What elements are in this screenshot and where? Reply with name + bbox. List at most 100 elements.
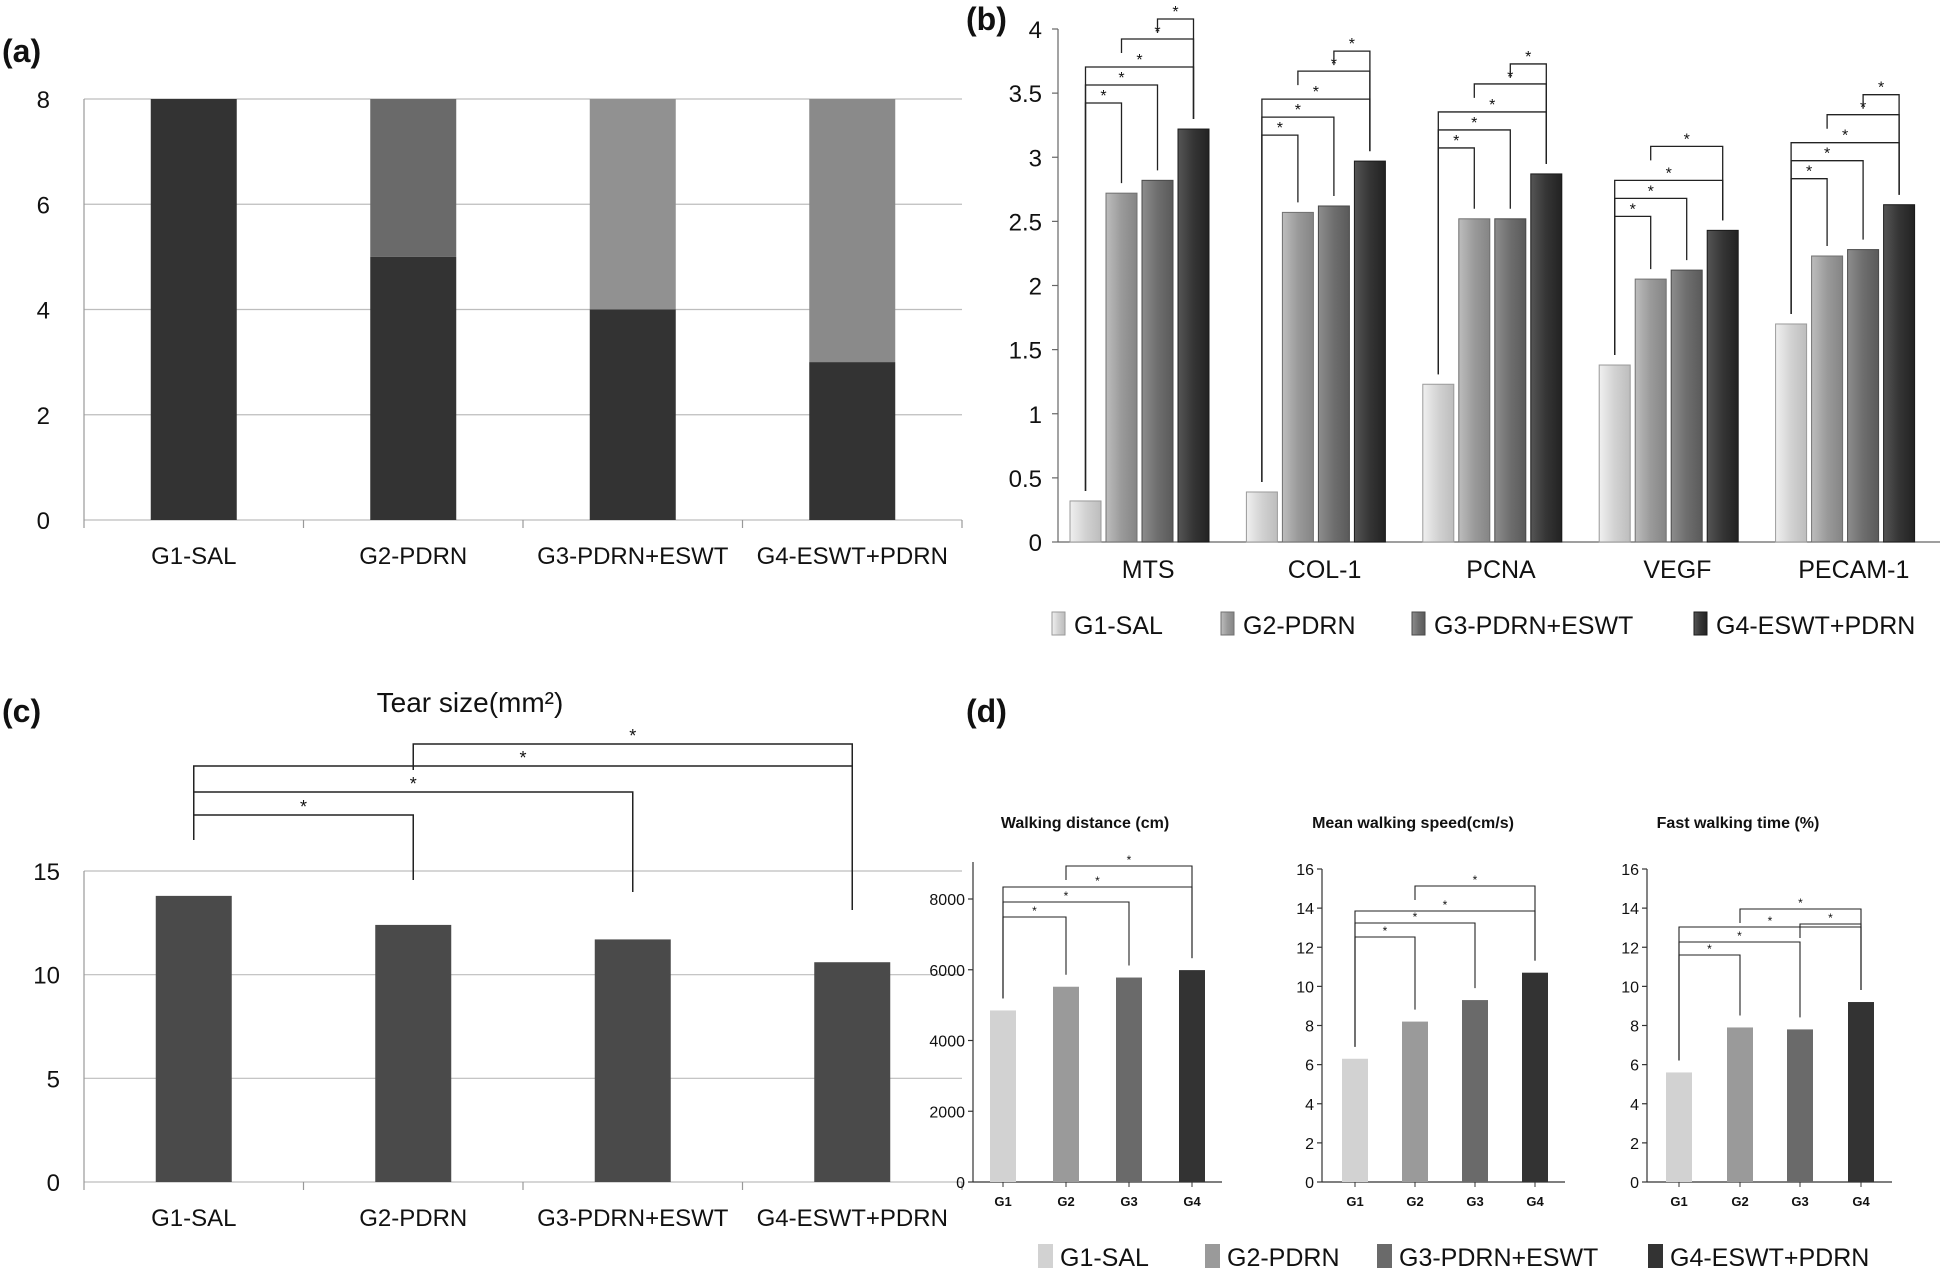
panel-d-ytick-0-0: 0 — [956, 1175, 965, 1192]
panel-d-legend-swatch-2 — [1377, 1244, 1392, 1268]
panel-b-bar-3-0 — [1598, 364, 1631, 543]
panel-b-bar-2-2 — [1494, 218, 1527, 543]
panel-d-sig-bracket-0-0-star: * — [1032, 904, 1037, 918]
panel-c-sig-bracket-2-star: * — [519, 748, 526, 768]
panel-d-bar-1-0 — [1342, 1058, 1368, 1182]
panel-a-chart: 0 2 4 6 8 G1-SAL G2-PDRN G3-PDRN+ESWT G4-ESWT+PD… — [37, 87, 963, 570]
panel-d-xlabel-2-1: G2 — [1731, 1194, 1748, 1209]
panel-d-bar-2-1 — [1727, 1027, 1753, 1182]
panel-a-xlabel-2: G3-PDRN+ESWT — [537, 543, 729, 570]
panel-d-xlabel-0-0: G1 — [994, 1194, 1011, 1209]
panel-d-xlabel-2-2: G3 — [1791, 1194, 1808, 1209]
panel-b-label: (b) — [966, 1, 1007, 37]
panel-d-ytick-1-3: 6 — [1305, 1058, 1314, 1075]
panel-b-ytick-8: 4 — [1029, 17, 1042, 44]
panel-d-bar-0-3 — [1179, 970, 1205, 1182]
panel-d-ytick-2-5: 10 — [1621, 979, 1639, 996]
panel-b-legend-swatch-2 — [1411, 611, 1426, 636]
panel-d-legend-swatch-0 — [1038, 1244, 1053, 1268]
panel-d-xlabel-2-3: G4 — [1852, 1194, 1870, 1209]
panel-d-ytick-1-1: 2 — [1305, 1136, 1314, 1153]
panel-b-legend-label-2: G3-PDRN+ESWT — [1434, 612, 1633, 640]
panel-d-xlabel-1-3: G4 — [1526, 1194, 1544, 1209]
panel-b-bar-3-1 — [1634, 278, 1667, 543]
panel-c-ytick-0: 0 — [47, 1170, 60, 1197]
panel-b-bar-2-3 — [1530, 173, 1563, 543]
panel-b-sig-bracket-1-2 — [1261, 98, 1371, 482]
panel-b-ytick-6: 3 — [1029, 145, 1042, 172]
panel-b-sig-bracket-4-4-star: * — [1878, 80, 1884, 97]
panel-a-xlabel-0: G1-SAL — [151, 543, 236, 570]
panel-b-sig-bracket-4-2-star: * — [1842, 128, 1848, 145]
panel-b-ytick-7: 3.5 — [1009, 81, 1042, 108]
panel-b-bar-2-1 — [1458, 218, 1491, 543]
panel-b-sig-bracket-3-1-star: * — [1648, 183, 1654, 200]
panel-d-legend-swatch-3 — [1648, 1244, 1663, 1268]
panel-b-sig-bracket-0-4-star: * — [1172, 4, 1178, 21]
panel-b-bar-4-2 — [1847, 249, 1880, 543]
panel-d-ytick-1-5: 10 — [1296, 979, 1314, 996]
panel-b-bar-0-2 — [1141, 179, 1174, 543]
panel-c-ytick-1: 5 — [47, 1066, 60, 1093]
panel-d-sig-bracket-1-1-star: * — [1413, 910, 1418, 924]
panel-b-bar-2-0 — [1422, 383, 1455, 543]
panel-b-ytick-2: 1 — [1029, 402, 1042, 429]
panel-b-sig-bracket-4-1-star: * — [1824, 146, 1830, 163]
panel-d-bar-0-0 — [990, 1010, 1016, 1182]
panel-b-bar-3-2 — [1670, 269, 1703, 543]
panel-d-sig-bracket-0-3-star: * — [1127, 853, 1132, 867]
panel-d-bar-1-2 — [1462, 1000, 1488, 1182]
panel-b-chart: 0 0.5 1 1.5 2 2.5 3 3.5 4 MTS * * * * * COL-1 * * * * * PCNA *… — [1009, 4, 1940, 640]
panel-b-sig-bracket-3-2-star: * — [1666, 165, 1672, 182]
panel-b-sig-bracket-0-1-star: * — [1118, 70, 1124, 87]
panel-d-ytick-0-2: 4000 — [929, 1034, 965, 1051]
panel-a-bar-lower-2 — [589, 309, 676, 520]
panel-d-legend-swatch-1 — [1205, 1244, 1220, 1268]
panel-d-sig-bracket-0-3 — [1065, 865, 1193, 959]
panel-d-bar-0-2 — [1116, 977, 1142, 1182]
panel-d-chart: Walking distance (cm) Mean walking speed… — [929, 815, 1892, 1272]
panel-d-sig-bracket-2-3-star: * — [1798, 896, 1803, 910]
panel-b-legend-label-3: G4-ESWT+PDRN — [1716, 612, 1915, 640]
panel-b-xlabel-0: MTS — [1122, 556, 1175, 584]
panel-d-xlabel-0-2: G3 — [1120, 1194, 1137, 1209]
panel-b-bar-0-0 — [1069, 500, 1102, 543]
panel-d-ytick-2-6: 12 — [1621, 940, 1639, 957]
panel-d-xlabel-0-1: G2 — [1057, 1194, 1074, 1209]
panel-d-xlabel-1-0: G1 — [1346, 1194, 1363, 1209]
panel-b-bar-4-0 — [1775, 323, 1808, 543]
panel-d-ytick-1-6: 12 — [1296, 940, 1314, 957]
panel-b-bar-1-3 — [1353, 160, 1386, 543]
panel-b-legend-label-0: G1-SAL — [1074, 612, 1163, 640]
panel-b-bar-0-1 — [1105, 192, 1138, 543]
panel-a-ytick-4: 8 — [37, 87, 50, 114]
panel-c-sig-bracket-3 — [412, 743, 853, 770]
panel-c-bar-2 — [594, 939, 671, 1182]
panel-d-ytick-0-1: 2000 — [929, 1104, 965, 1121]
panel-b-bar-3-3 — [1706, 229, 1739, 543]
panel-a-bar-lower-3 — [809, 362, 896, 520]
panel-d-xlabel-1-2: G3 — [1466, 1194, 1483, 1209]
panel-b-ytick-1: 0.5 — [1009, 466, 1042, 493]
panel-b-ytick-0: 0 — [1029, 530, 1042, 557]
panel-b-sig-bracket-2-1-star: * — [1471, 115, 1477, 132]
panel-b-sig-bracket-1-0-star: * — [1277, 120, 1283, 137]
panel-d-sig-bracket-0-2-star: * — [1095, 874, 1100, 888]
panel-d-title-3: Fast walking time (%) — [1657, 815, 1820, 832]
panel-d-ytick-0-3: 6000 — [929, 963, 965, 980]
panel-b-sig-bracket-0-2-star: * — [1136, 52, 1142, 69]
panel-d-sig-bracket-2-4-star: * — [1828, 911, 1833, 925]
panel-d-ytick-2-3: 6 — [1630, 1058, 1639, 1075]
panel-d-sig-bracket-1-0-star: * — [1383, 924, 1388, 938]
panel-d-ytick-1-2: 4 — [1305, 1097, 1314, 1114]
panel-d-ytick-2-4: 8 — [1630, 1019, 1639, 1036]
panel-d-ytick-1-8: 16 — [1296, 862, 1314, 879]
panel-d-title-2: Mean walking speed(cm/s) — [1312, 815, 1514, 832]
panel-a-ytick-1: 2 — [37, 403, 50, 430]
panel-a-bar-upper-3 — [809, 99, 896, 363]
panel-b-ytick-5: 2.5 — [1009, 209, 1042, 236]
panel-b-sig-bracket-1-2-star: * — [1313, 84, 1319, 101]
panel-b-bar-0-3 — [1177, 128, 1210, 543]
panel-d-ytick-2-0: 0 — [1630, 1175, 1639, 1192]
